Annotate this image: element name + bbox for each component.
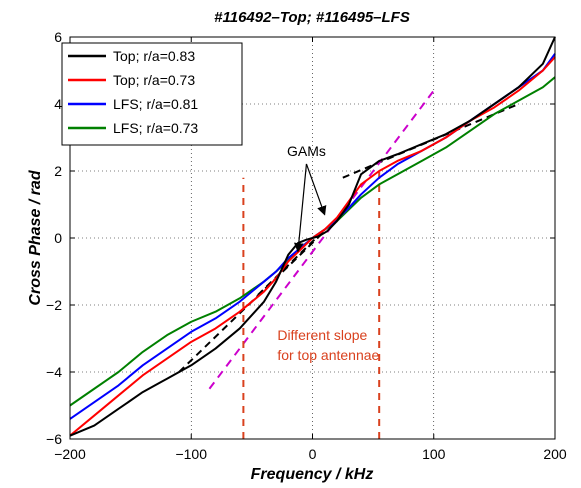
x-tick-label: −200 xyxy=(54,446,86,462)
x-tick-label: −100 xyxy=(175,446,207,462)
different-slope-annotation-line-1: for top antennae xyxy=(277,347,379,363)
chart-title: #116492–Top; #116495–LFS xyxy=(214,9,410,26)
x-tick-label: 0 xyxy=(309,446,317,462)
black-dashed-fit-line xyxy=(342,103,520,179)
series-lines xyxy=(69,36,556,437)
different-slope-annotation-line-0: Different slope xyxy=(277,327,367,343)
gams-annotation: GAMs xyxy=(287,143,326,159)
black-dashed-fit-line xyxy=(257,228,326,296)
x-tick-label: 200 xyxy=(543,446,567,462)
magenta-dashed-slope-line xyxy=(208,89,435,390)
x-axis-label: Frequency / kHz xyxy=(251,466,374,483)
legend-label-1: Top; r/a=0.73 xyxy=(113,72,195,88)
legend-label-0: Top; r/a=0.83 xyxy=(113,48,195,64)
y-tick-label: 2 xyxy=(54,163,62,179)
y-axis-label: Cross Phase / rad xyxy=(27,169,44,305)
gams-arrow-1 xyxy=(305,163,327,216)
series-line-0 xyxy=(69,36,556,437)
gams-arrow-0 xyxy=(293,163,308,253)
x-tick-label: 100 xyxy=(422,446,446,462)
legend-label-2: LFS; r/a=0.81 xyxy=(113,96,198,112)
y-tick-label: 6 xyxy=(54,29,62,45)
y-tick-label: 0 xyxy=(54,230,62,246)
y-tick-label: −2 xyxy=(46,297,62,313)
annotations: GAMs Different slope for top antennae xyxy=(277,143,379,363)
y-tick-label: 4 xyxy=(54,96,62,112)
legend-label-3: LFS; r/a=0.73 xyxy=(113,120,198,136)
y-tick-label: −4 xyxy=(46,364,62,380)
legend: Top; r/a=0.83 Top; r/a=0.73 LFS; r/a=0.81 L… xyxy=(61,42,243,146)
axis-ticks: −200 −100 0 100 200 −6 −4 −2 0 2 4 6 xyxy=(46,29,567,462)
y-tick-label: −6 xyxy=(46,431,62,447)
